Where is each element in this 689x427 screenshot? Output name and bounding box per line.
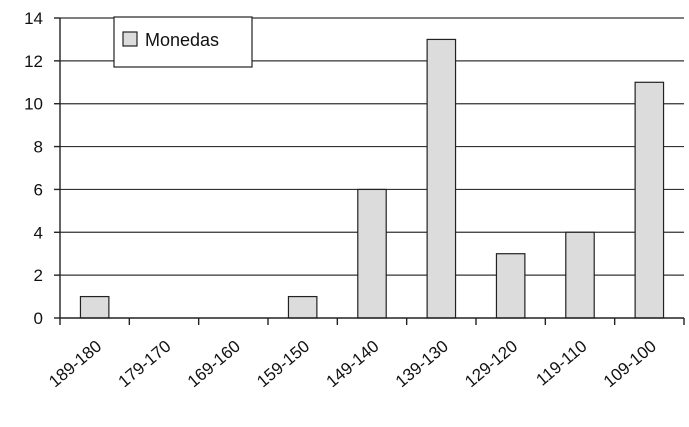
x-tick-label: 159-150 bbox=[253, 337, 313, 392]
legend: Monedas bbox=[113, 16, 253, 68]
x-tick-label: 189-180 bbox=[45, 337, 105, 392]
y-tick-label: 4 bbox=[34, 223, 43, 242]
bar-119-110 bbox=[565, 231, 595, 319]
bar-139-130 bbox=[426, 38, 457, 319]
y-tick-label: 6 bbox=[34, 180, 43, 199]
bar-189-180 bbox=[79, 295, 110, 319]
y-tick-label: 14 bbox=[24, 9, 43, 28]
bar-159-150 bbox=[287, 295, 318, 319]
y-tick-label: 8 bbox=[34, 138, 43, 157]
x-tick-label: 129-120 bbox=[461, 337, 521, 392]
bar-109-100 bbox=[634, 81, 665, 319]
x-tick-label: 139-130 bbox=[392, 337, 452, 392]
bar-129-120 bbox=[495, 253, 526, 319]
x-tick-label: 149-140 bbox=[323, 337, 383, 392]
y-tick-label: 10 bbox=[24, 95, 43, 114]
legend-swatch bbox=[122, 31, 138, 47]
x-tick-label: 119-110 bbox=[532, 337, 590, 390]
axes bbox=[59, 18, 685, 325]
x-tick-label: 109-100 bbox=[600, 337, 660, 392]
y-tick-labels: 0 2 4 6 8 10 12 14 bbox=[24, 9, 43, 328]
y-tick-label: 0 bbox=[34, 309, 43, 328]
x-tick-labels: 189-180 179-170 169-160 159-150 149-140 139-1… bbox=[45, 337, 660, 392]
legend-label: Monedas bbox=[145, 30, 219, 50]
bars bbox=[79, 38, 665, 319]
bar-149-140 bbox=[357, 188, 387, 319]
x-tick-label: 179-170 bbox=[115, 337, 175, 392]
y-tick-label: 2 bbox=[34, 266, 43, 285]
y-tick-label: 12 bbox=[24, 52, 43, 71]
x-tick-label: 169-160 bbox=[184, 337, 244, 392]
